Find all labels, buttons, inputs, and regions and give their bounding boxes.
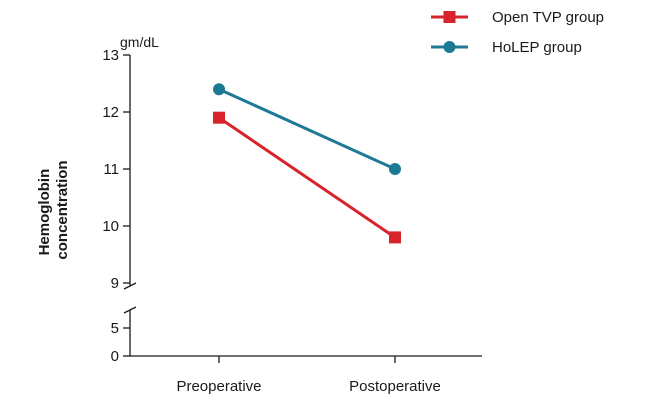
y-tick-label-0: 0 [111, 348, 119, 365]
legend-marker-holep-group [443, 41, 456, 53]
series-line-holep-group [218, 87, 396, 171]
legend: Open TVP group HoLEP group [431, 9, 604, 56]
y-tick-label-13: 13 [102, 47, 119, 64]
legend-label-open-tvp-group: Open TVP group [492, 9, 604, 26]
point-holep-group-postoperative [389, 163, 401, 175]
y-axis-title-line-2: concentration [54, 160, 71, 259]
y-tick-label-10: 10 [102, 218, 119, 235]
ticks: 9 10 11 12 13 0 5 Preoperative Postoperative [102, 47, 441, 395]
y-axis-title-line-1: Hemoglobin [36, 169, 53, 256]
axis-break-mark-lower [123, 306, 137, 314]
series-layer [213, 83, 401, 244]
series-line-open-tvp-group [218, 116, 396, 239]
y-tick-label-5: 5 [111, 320, 119, 337]
x-tick-label-postoperative: Postoperative [349, 378, 441, 395]
point-open-tvp-group-postoperative [389, 231, 401, 244]
y-tick-label-11: 11 [103, 161, 119, 178]
y-tick-label-9: 9 [111, 275, 119, 292]
y-tick-label-12: 12 [102, 104, 119, 121]
axis-break-mark-upper [123, 282, 137, 290]
x-tick-label-preoperative: Preoperative [176, 378, 261, 395]
point-holep-group-preoperative [213, 83, 225, 96]
axes [123, 55, 482, 357]
legend-marker-open-tvp-group [443, 11, 456, 23]
legend-label-holep-group: HoLEP group [492, 39, 582, 56]
y-unit-label: gm/dL [120, 34, 159, 50]
point-open-tvp-group-preoperative [213, 111, 225, 124]
y-axis-title: Hemoglobin concentration [36, 160, 71, 259]
